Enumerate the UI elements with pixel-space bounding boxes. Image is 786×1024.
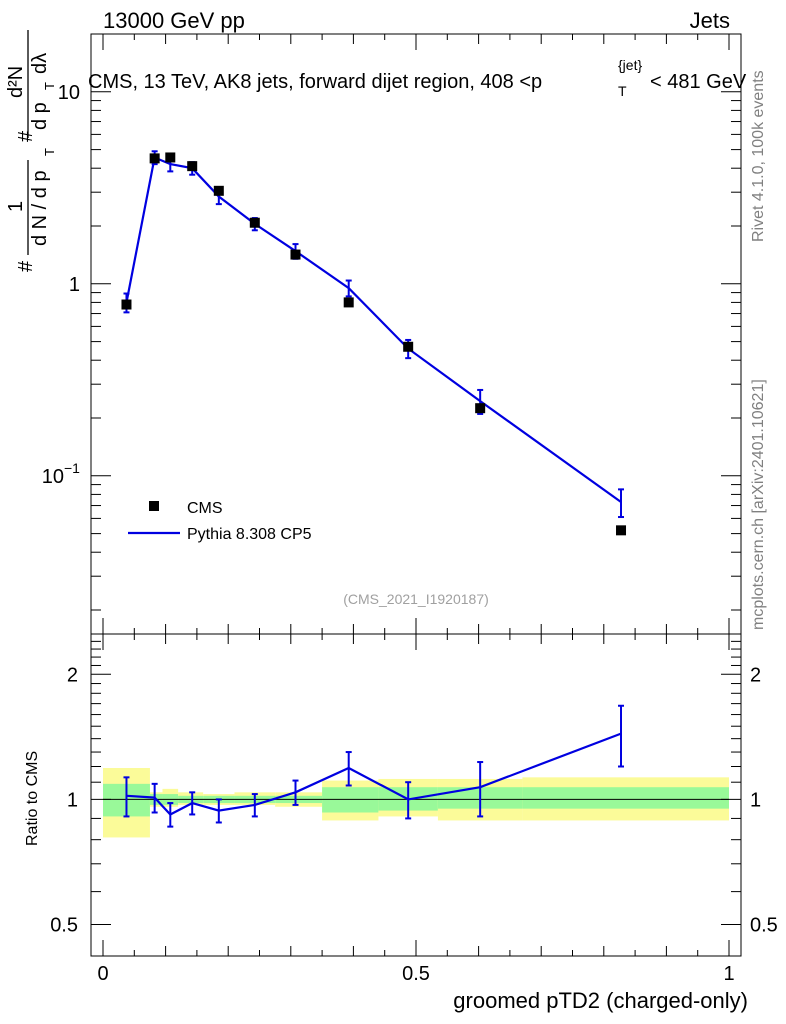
legend: CMS Pythia 8.308 CP5 [128,500,312,543]
pythia-line [125,155,622,503]
ratio-panel-series [123,704,625,828]
cms-data-point [290,249,301,260]
ylabel-den-2: d p [29,102,51,130]
x-tick-label: 1 [723,963,734,985]
cms-data-point [149,153,160,164]
ylabel-num-2: d²N [5,66,27,98]
ylabel-den-2-end: dλ [29,53,51,74]
title-subscript: T [618,83,627,99]
cms-data-point [475,403,486,414]
cms-data-point [343,297,354,308]
legend-label-cms: CMS [187,500,223,517]
ratio-y-tick-label-right: 2 [750,664,761,686]
legend-marker-cms [149,501,159,511]
cms-data-point [187,161,198,172]
top-y-tick-label: 10 [42,466,64,488]
cms-data-point [165,152,176,163]
ylabel-hash-2: # [15,130,37,142]
analysis-watermark: (CMS_2021_I1920187) [343,591,489,607]
ylabel-hash-1: # [15,260,37,272]
x-tick-label: 0.5 [402,963,430,985]
top-panel-series [121,150,627,536]
legend-label-pythia: Pythia 8.308 CP5 [187,526,312,543]
x-axis-label: groomed pTD2 (charged-only) [453,988,748,1013]
ylabel-frac-den: d N / d p [29,170,51,246]
ratio-y-tick-label-right: 1 [750,789,761,811]
plot-title: CMS, 13 TeV, AK8 jets, forward dijet reg… [88,57,747,99]
mcplots-credit: mcplots.cern.ch [arXiv:2401.10621] [750,379,767,630]
ylabel-sub-t: T [42,148,57,156]
y-axis-label-bottom: Ratio to CMS [24,751,41,846]
rivet-version: Rivet 4.1.0, 100k events [750,70,767,242]
top-y-tick-exponent: −1 [64,460,80,476]
top-y-tick-label: 10 [58,82,80,104]
category-label: Jets [690,8,730,33]
collision-label: 13000 GeV pp [103,8,245,33]
top-panel-frame [90,33,742,635]
cms-data-point [213,185,224,196]
cms-data-point [249,217,260,228]
cms-data-point [616,525,627,536]
cms-data-point [403,341,414,352]
ratio-y-tick-label-right: 0.5 [750,915,778,937]
ratio-uncertainty-band [103,768,729,838]
title-superscript: {jet} [618,57,642,73]
y-axis-label-top: # 1 d N / d p T # d²N d p T dλ [5,30,57,272]
ratio-y-tick-label-left: 0.5 [50,915,78,937]
cms-data-point [121,299,132,310]
ylabel-den-2-sub: T [42,82,57,90]
band-inner-bin [522,787,729,809]
x-tick-label: 0 [97,963,108,985]
top-y-tick-label: 1 [69,274,80,296]
ratio-y-tick-label-left: 2 [67,664,78,686]
title-main: CMS, 13 TeV, AK8 jets, forward dijet reg… [88,71,542,93]
ylabel-frac-num: 1 [5,201,27,212]
ratio-panel-axes: 0 0.5 1 2 2 1 1 0.5 0.5 [50,633,778,985]
title-end: < 481 GeV [650,71,747,93]
ratio-y-tick-label-left: 1 [67,789,78,811]
